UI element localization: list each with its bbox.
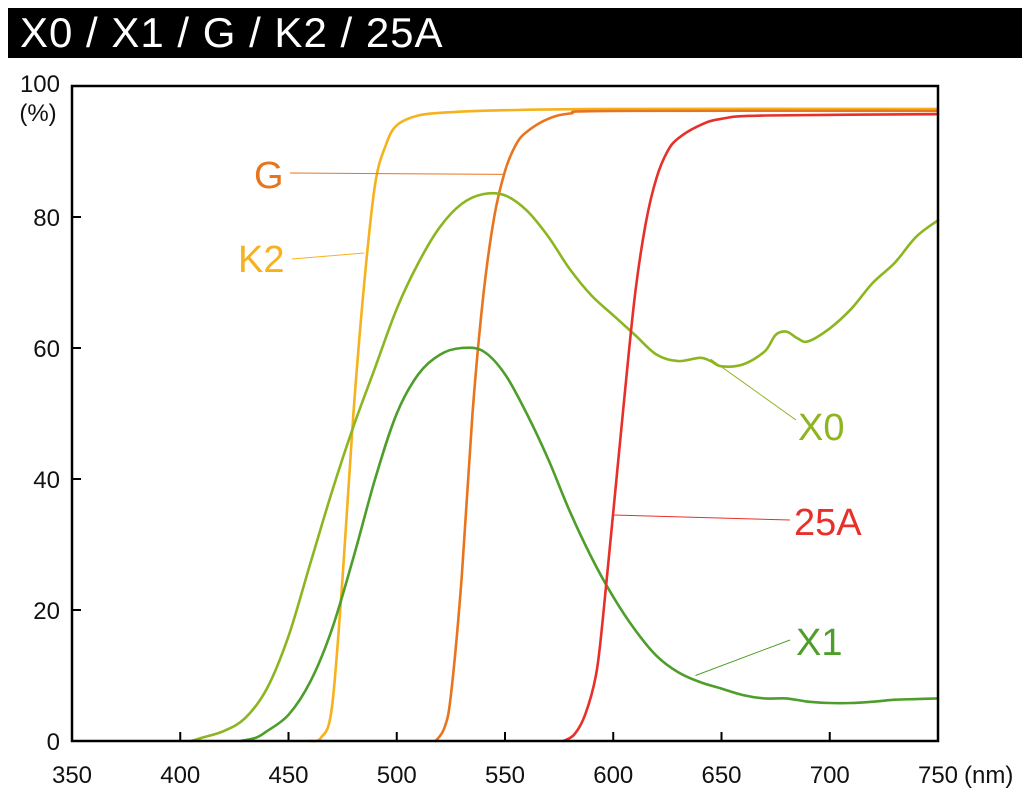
series-label-x0: X0 xyxy=(798,407,844,449)
series-line-g xyxy=(434,109,940,743)
y-tick-label: 60 xyxy=(33,336,60,363)
x-tick-label: 500 xyxy=(377,762,417,789)
chart-title: X0 / X1 / G / K2 / 25A xyxy=(8,8,1022,58)
x-tick-label: 600 xyxy=(593,762,633,789)
series-line-x1 xyxy=(239,346,940,743)
series-leader-x0 xyxy=(710,358,797,421)
y-axis-unit: (%) xyxy=(19,100,56,127)
series-leader-k2 xyxy=(291,252,365,260)
x-tick-label: 700 xyxy=(810,762,850,789)
y-tick-label: 80 xyxy=(33,205,60,232)
y-tick-label: 20 xyxy=(33,598,60,625)
series-label-g: G xyxy=(254,155,284,197)
x-tick-label: 450 xyxy=(268,762,308,789)
x-tick-label: 650 xyxy=(701,762,741,789)
x-tick-label: 400 xyxy=(160,762,200,789)
series-label-k2: K2 xyxy=(238,239,284,281)
x-axis-unit: (nm) xyxy=(964,762,1013,789)
y-tick-label: 100 xyxy=(20,71,60,98)
x-tick-label: 550 xyxy=(485,762,525,789)
series-leader-25a xyxy=(613,514,791,521)
series-line-x0 xyxy=(189,191,940,743)
series-leader-g xyxy=(289,172,506,175)
series-leader-x1 xyxy=(695,639,791,676)
x-tick-label: 350 xyxy=(52,762,92,789)
y-tick-label: 0 xyxy=(47,729,60,756)
series-label-25a: 25A xyxy=(794,502,862,544)
y-tick-label: 40 xyxy=(33,467,60,494)
series-line-25a xyxy=(562,112,940,743)
series-label-x1: X1 xyxy=(796,622,842,664)
series-line-k2 xyxy=(308,107,940,743)
x-tick-label: 750 xyxy=(918,762,958,789)
